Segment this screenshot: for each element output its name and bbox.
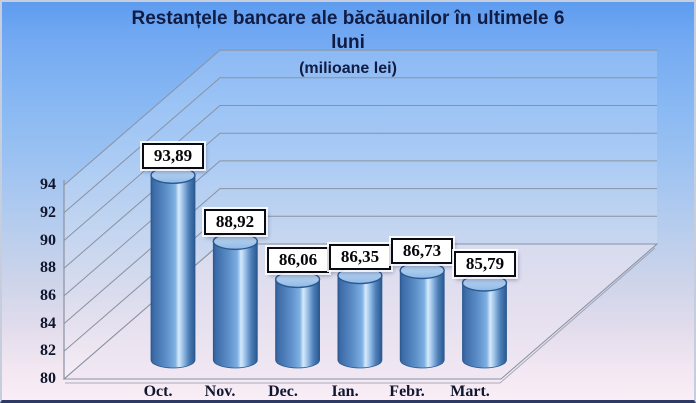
cylinder-body <box>462 282 507 369</box>
cylinder-top <box>150 166 196 184</box>
cylinder-body <box>275 279 320 369</box>
grid-line <box>63 49 657 186</box>
grid-line <box>63 188 657 324</box>
cylinder-top <box>399 261 445 280</box>
cylinder-body <box>337 275 383 369</box>
cylinder-top <box>461 274 508 292</box>
cylinder-bar <box>399 261 445 369</box>
cylinder-bar <box>212 232 259 369</box>
cylinder-body <box>399 270 445 369</box>
cylinder-bar <box>461 274 508 369</box>
grid-line <box>63 160 657 297</box>
cylinder-body <box>212 240 258 369</box>
cylinder-bar <box>274 270 321 369</box>
cylinder-top <box>337 266 383 285</box>
floor-edge <box>65 247 656 384</box>
chart-wall <box>64 50 657 379</box>
cylinder-body <box>150 174 196 369</box>
cylinder-bar <box>150 166 196 369</box>
grid-line <box>63 105 657 241</box>
page-subtitle: (milioane lei) <box>299 60 397 77</box>
cylinder-bar <box>337 266 383 369</box>
page-title-line1: Restanțele bancare ale băcăuanilor în ul… <box>131 8 565 29</box>
grid-line <box>63 132 657 269</box>
page-title: Restanțele bancare ale băcăuanilor în ul… <box>2 7 694 55</box>
page-title-line2: luni <box>331 32 365 53</box>
grid-line <box>63 77 657 214</box>
cylinder-top <box>212 232 259 251</box>
cylinder-top <box>274 270 321 289</box>
